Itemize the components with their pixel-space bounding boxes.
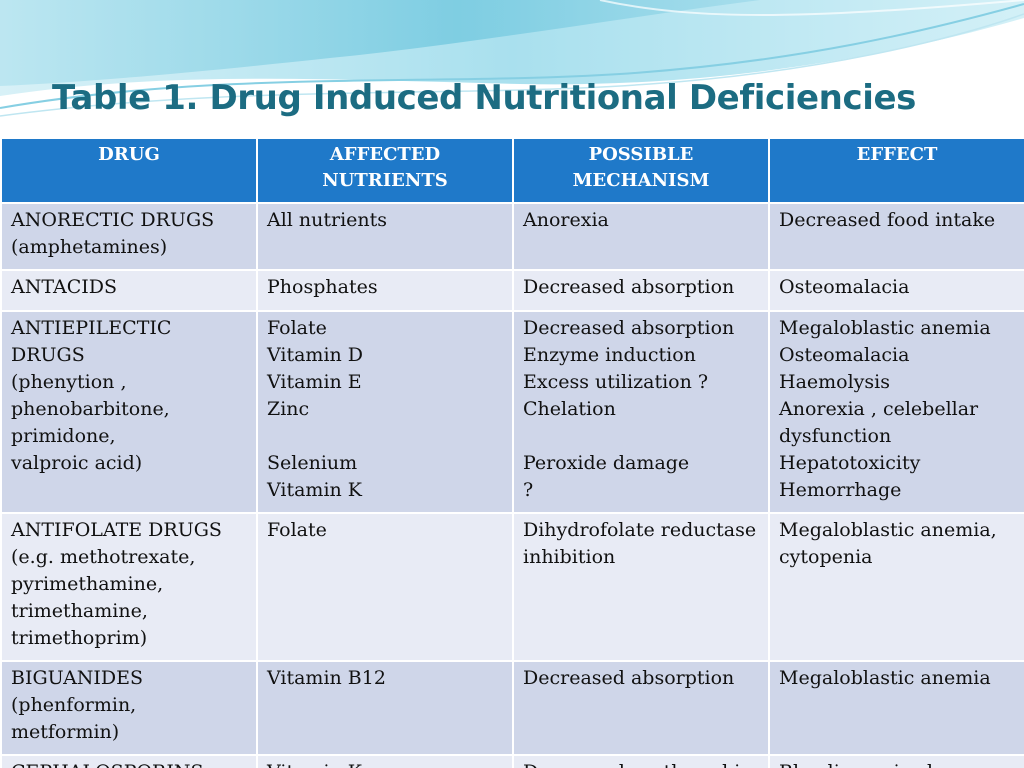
table-row: ANTIFOLATE DRUGS (e.g. methotrexate, pyr… [0,512,1024,662]
table-row: ANTACIDS Phosphates Decreased absorption… [0,269,1024,312]
header-affected-nutrients: AFFECTED NUTRIENTS [256,137,514,204]
cell-effect: Bleeding episodes [768,754,1024,768]
cell-drug: CEPHALOSPORINS [0,754,258,768]
page-title: Table 1. Drug Induced Nutritional Defici… [52,78,916,118]
cell-drug: ANTIEPILECTIC DRUGS (phenytion , phenoba… [0,310,258,514]
header-effect: EFFECT [768,137,1024,204]
cell-mechanism: Decreased prothrombin [512,754,770,768]
cell-nutrients: Vitamin B12 [256,660,514,756]
header-row: DRUG AFFECTED NUTRIENTS POSSIBLE MECHANI… [0,137,1024,204]
cell-effect: Decreased food intake [768,202,1024,271]
cell-drug: ANTIFOLATE DRUGS (e.g. methotrexate, pyr… [0,512,258,662]
header-possible-mechanism: POSSIBLE MECHANISM [512,137,770,204]
cell-effect: Megaloblastic anemia [768,660,1024,756]
table-row: ANORECTIC DRUGS (amphetamines) All nutri… [0,202,1024,271]
cell-mechanism: Anorexia [512,202,770,271]
cell-drug: BIGUANIDES (phenformin, metformin) [0,660,258,756]
table-row: BIGUANIDES (phenformin, metformin) Vitam… [0,660,1024,756]
cell-mechanism: Decreased absorption [512,269,770,312]
wave-decoration [0,0,1024,117]
cell-nutrients: Phosphates [256,269,514,312]
cell-effect: Megaloblastic anemia Osteomalacia Haemol… [768,310,1024,514]
cell-drug: ANTACIDS [0,269,258,312]
cell-nutrients: Folate [256,512,514,662]
header-drug: DRUG [0,137,258,204]
cell-mechanism: Decreased absorption [512,660,770,756]
cell-mechanism: Dihydrofolate reductase inhibition [512,512,770,662]
deficiency-table: DRUG AFFECTED NUTRIENTS POSSIBLE MECHANI… [0,137,1024,768]
table-row: CEPHALOSPORINS Vitamin K Decreased proth… [0,754,1024,768]
cell-effect: Megaloblastic anemia, cytopenia [768,512,1024,662]
cell-mechanism: Decreased absorption Enzyme induction Ex… [512,310,770,514]
cell-nutrients: Vitamin K [256,754,514,768]
table-row: ANTIEPILECTIC DRUGS (phenytion , phenoba… [0,310,1024,514]
cell-nutrients: Folate Vitamin D Vitamin E Zinc Selenium… [256,310,514,514]
deficiency-table-wrapper: DRUG AFFECTED NUTRIENTS POSSIBLE MECHANI… [0,137,1024,768]
cell-drug: ANORECTIC DRUGS (amphetamines) [0,202,258,271]
cell-nutrients: All nutrients [256,202,514,271]
cell-effect: Osteomalacia [768,269,1024,312]
